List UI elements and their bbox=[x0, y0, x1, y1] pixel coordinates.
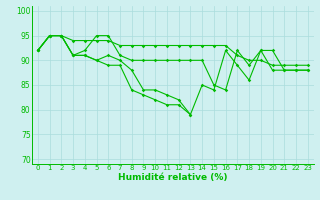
X-axis label: Humidité relative (%): Humidité relative (%) bbox=[118, 173, 228, 182]
